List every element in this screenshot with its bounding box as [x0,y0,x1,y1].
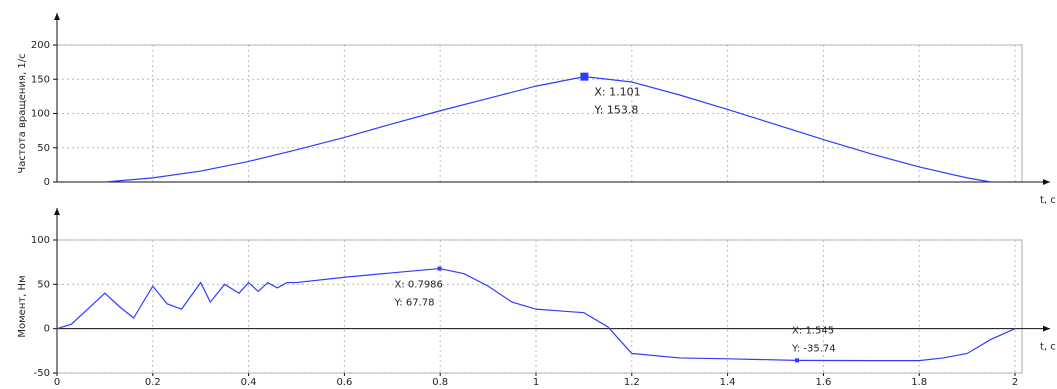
y-axis-label: Момент, Нм [17,275,28,337]
x-tick-label: 1.6 [815,377,831,388]
y-tick-label: 200 [31,40,50,51]
y-tick-label: 100 [31,235,50,246]
x-tick-label: 1 [533,377,539,388]
x-tick-label: 0.4 [241,377,257,388]
x-tick-label: 1.2 [624,377,640,388]
datatip-x: X: 1.545 [792,325,834,336]
y-axis-label: Частота вращения, 1/с [17,53,28,173]
y-tick-label: -50 [34,368,50,379]
x-tick-label: 2 [1012,377,1018,388]
y-tick-label: 0 [44,177,50,188]
x-tick-label: 1.4 [720,377,736,388]
y-tick-label: 50 [37,143,50,154]
x-tick-label: 0 [54,377,60,388]
x-axis-label: t, c [1040,195,1056,206]
x-tick-label: 0.2 [145,377,161,388]
y-tick-label: 0 [44,324,50,335]
datatip-y: Y: 153.8 [593,104,638,117]
datatip-marker [437,266,442,271]
plot-frame [56,239,1023,374]
x-tick-label: 0.6 [336,377,352,388]
datatip-y: Y: 67.78 [394,298,435,309]
data-line [104,76,992,183]
data-line [56,267,1016,362]
datatip-marker [795,358,800,363]
x-tick-label: 1.8 [911,377,927,388]
y-tick-label: 100 [31,109,50,120]
y-tick-label: 50 [37,279,50,290]
datatip-x: X: 0.7986 [395,280,443,291]
datatip-y: Y: -35.74 [791,343,836,354]
x-tick-label: 0.8 [432,377,448,388]
datatip-x: X: 1.101 [594,86,640,99]
datatip-marker [580,72,589,81]
x-axis-label: t, c [1040,342,1056,353]
y-tick-label: 150 [31,74,50,85]
